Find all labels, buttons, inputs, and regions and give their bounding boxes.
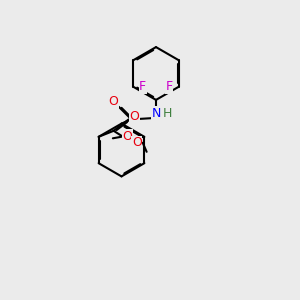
Text: O: O [109,95,118,108]
Text: O: O [130,110,140,123]
Text: O: O [132,136,142,149]
Text: N: N [151,107,161,120]
Text: O: O [122,130,132,143]
Text: F: F [139,80,146,93]
Text: H: H [163,107,172,120]
Text: F: F [166,80,173,93]
